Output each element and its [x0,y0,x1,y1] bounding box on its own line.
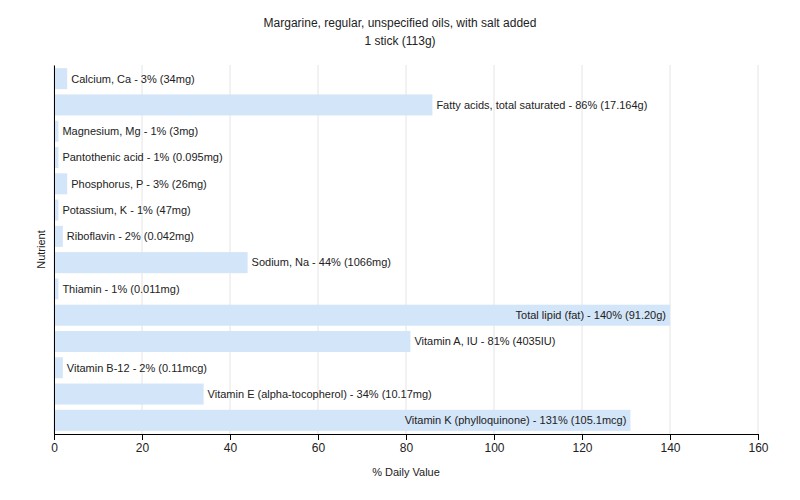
bar [54,173,67,194]
chart-container: Calcium, Ca - 3% (34mg) Fatty acids, tota… [0,0,800,500]
subtitle: 1 stick (113g) [364,34,435,48]
bar [54,357,63,378]
x-tick-label: 120 [572,441,592,455]
bar [54,252,248,273]
grid [54,65,758,434]
bar-label: Potassium, K - 1% (47mg) [62,204,190,216]
y-axis [54,66,55,435]
grid-line [54,65,55,434]
x-tick-mark [582,434,583,440]
bar-label: Calcium, Ca - 3% (34mg) [71,73,194,85]
x-tick: 40 [224,434,238,455]
bar-label: Thiamin - 1% (0.011mg) [62,283,179,295]
y-axis-title: Nutrient [35,230,47,269]
x-tick-label: 80 [400,441,414,455]
x-tick-mark [494,434,495,440]
grid-line [406,65,407,434]
x-tick: 100 [484,434,504,455]
bar-label: Magnesium, Mg - 1% (3mg) [62,125,198,137]
bar [54,94,432,115]
y-axis-line [54,66,55,435]
x-axis: 0 20 40 60 80 100 120 140 160 [51,434,769,455]
x-tick-label: 140 [660,441,680,455]
bar-label: Riboflavin - 2% (0.042mg) [67,230,194,242]
x-axis-title: % Daily Value [372,466,440,478]
x-tick-label: 40 [224,441,238,455]
grid-line [318,65,319,434]
x-tick: 60 [312,434,326,455]
bar-label: Fatty acids, total saturated - 86% (17.1… [436,99,647,111]
grid-line [582,65,583,434]
bar-labels: Calcium, Ca - 3% (34mg) Fatty acids, tota… [62,73,666,427]
bar [54,226,63,247]
x-tick-mark [758,434,759,440]
bar [54,331,410,352]
bar [54,410,630,431]
x-tick: 0 [51,434,58,455]
x-tick-label: 0 [51,441,58,455]
bar-label: Vitamin A, IU - 81% (4035IU) [414,335,555,347]
grid-line [494,65,495,434]
x-tick-mark [142,434,143,440]
x-tick: 140 [660,434,680,455]
title: Margarine, regular, unspecified oils, wi… [264,16,537,30]
chart-svg: Calcium, Ca - 3% (34mg) Fatty acids, tota… [0,0,800,500]
x-tick: 120 [572,434,592,455]
bar-label: Vitamin E (alpha-tocopherol) - 34% (10.1… [208,388,432,400]
x-tick: 80 [400,434,414,455]
background [0,0,800,500]
x-tick-label: 20 [136,441,150,455]
x-tick-mark [54,434,55,440]
x-tick-label: 60 [312,441,326,455]
grid-line [230,65,231,434]
bar [54,384,204,405]
x-tick-mark [670,434,671,440]
bar-label: Vitamin K (phylloquinone) - 131% (105.1m… [405,414,627,426]
bar-label: Pantothenic acid - 1% (0.095mg) [62,151,222,163]
grid-line [142,65,143,434]
bars [54,68,670,431]
x-tick: 20 [136,434,150,455]
bar-label: Vitamin B-12 - 2% (0.11mcg) [67,362,207,374]
bar-label: Sodium, Na - 44% (1066mg) [252,256,391,268]
x-tick-label: 160 [748,441,768,455]
x-tick-mark [318,434,319,440]
grid-line [758,65,759,434]
bar [54,68,67,89]
x-tick-mark [230,434,231,440]
bar-label: Total lipid (fat) - 140% (91.20g) [516,309,666,321]
x-tick-mark [406,434,407,440]
x-tick: 160 [748,434,768,455]
grid-line [670,65,671,434]
x-tick-label: 100 [484,441,504,455]
bar [54,305,670,326]
bar-label: Phosphorus, P - 3% (26mg) [71,178,207,190]
